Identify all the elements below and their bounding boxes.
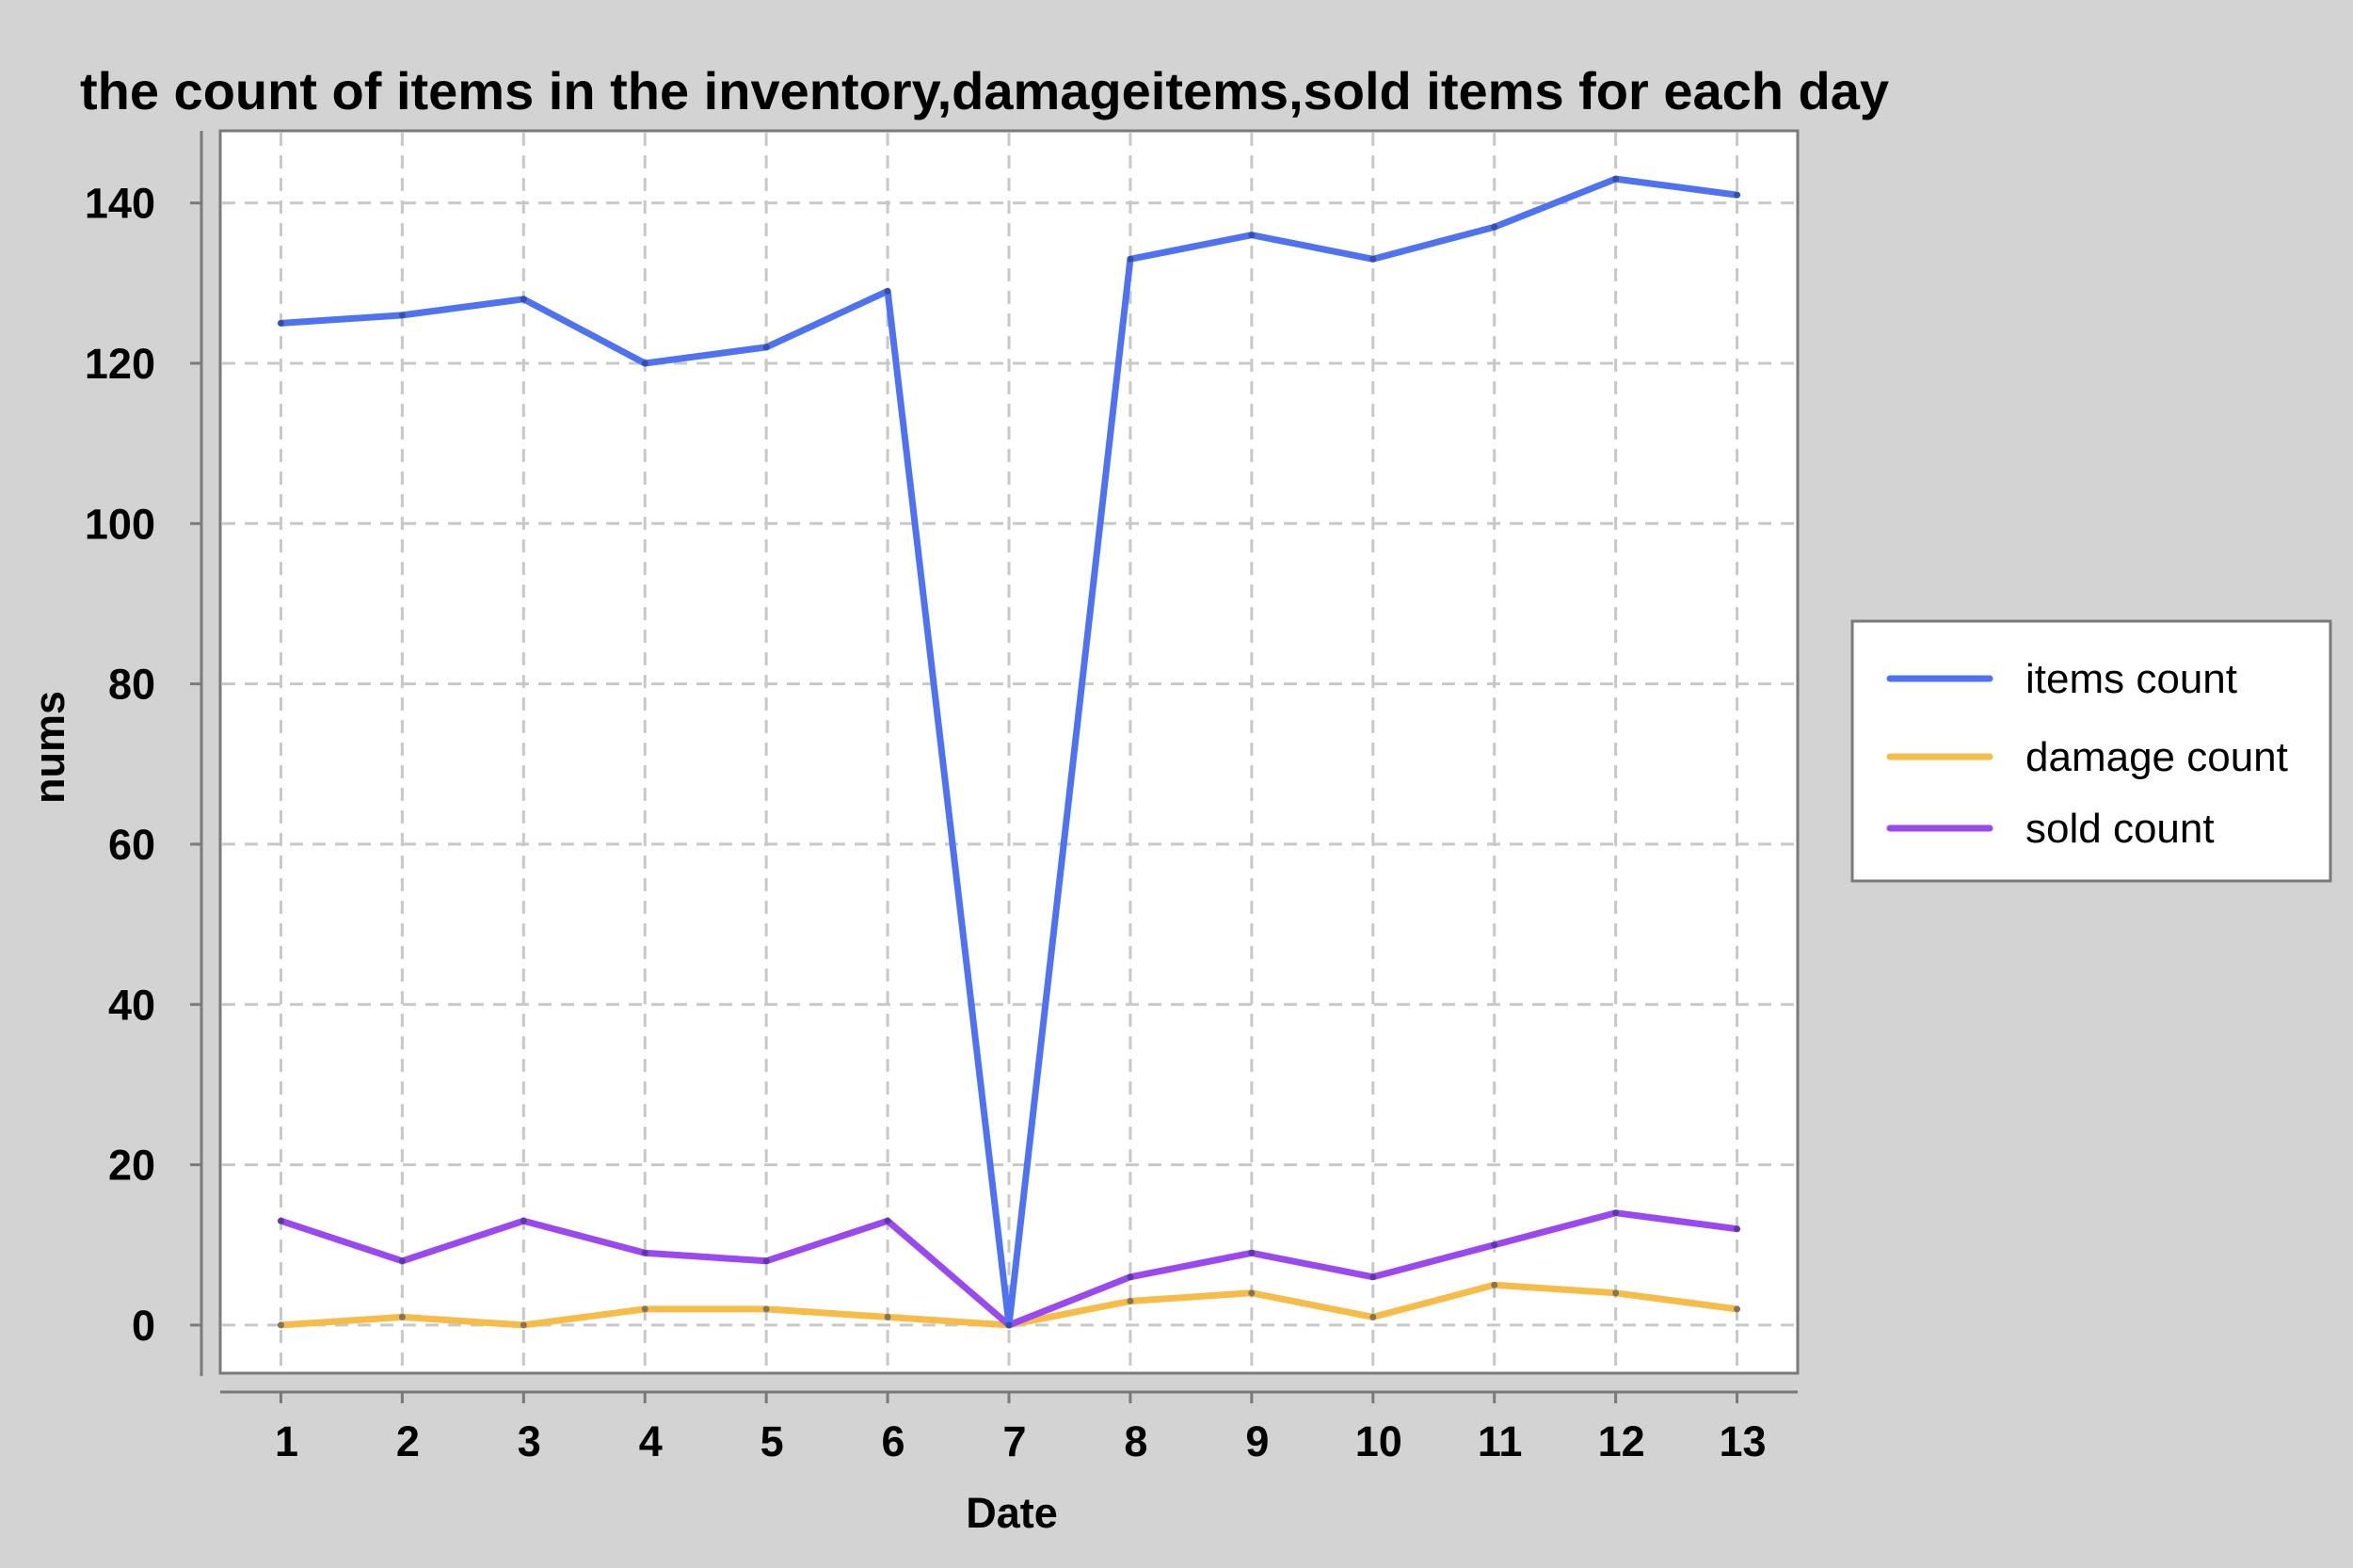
data-point [1734,1305,1741,1313]
legend-box [1850,619,2332,883]
data-point [1491,1241,1498,1249]
data-point [884,287,891,295]
data-point [1248,1249,1256,1256]
x-axis-label: Date [966,1489,1058,1537]
data-point [1734,1225,1741,1233]
y-tick-label: 80 [108,661,155,709]
legend-item-sold-count: sold count [1886,806,2215,852]
x-tick-label: 2 [396,1417,420,1465]
data-point [1612,1209,1620,1217]
x-tick-label: 13 [1720,1417,1767,1465]
x-tick-label: 8 [1124,1417,1147,1465]
x-tick-label: 4 [639,1417,663,1465]
legend-label: items count [2025,656,2237,702]
series-lines [277,175,1741,1329]
data-point [1127,1273,1134,1281]
data-point [1127,1297,1134,1304]
data-point [1127,255,1134,263]
y-tick-label: 60 [108,821,155,869]
legend: items count damage count sold count [1850,619,2332,883]
data-point [398,1257,406,1265]
x-tick-label: 11 [1478,1417,1523,1465]
data-point [1369,1313,1377,1320]
chart-title: the count of items in the inventory,dama… [80,61,1889,120]
data-point [762,1257,770,1265]
data-point [1491,223,1498,231]
x-tick-label: 9 [1245,1417,1269,1465]
data-point [1005,1321,1013,1329]
data-point [1369,1273,1377,1281]
legend-label: sold count [2025,806,2215,852]
y-tick-label: 20 [108,1142,155,1190]
data-point [520,1321,527,1329]
x-tick-label: 1 [275,1417,298,1465]
y-tick-label: 140 [85,180,155,228]
legend-label: damage count [2025,734,2288,780]
series-items-count [277,175,1741,1329]
x-tick-label: 12 [1598,1417,1645,1465]
data-point [398,312,406,319]
data-point [884,1217,891,1224]
x-tick-label: 10 [1355,1417,1402,1465]
data-point [277,1321,284,1329]
data-point [1491,1281,1498,1288]
data-point [1369,255,1377,263]
data-point [520,296,527,303]
y-axis-label: nums [25,691,73,804]
data-point [1248,1289,1256,1297]
data-point [1734,191,1741,199]
data-point [277,1217,284,1224]
data-point [1612,1289,1620,1297]
data-point [641,360,648,367]
y-tick-label: 0 [132,1302,155,1350]
y-tick-label: 120 [85,340,155,388]
data-point [762,1305,770,1313]
data-point [641,1249,648,1256]
y-axis-ticks: 0 20 40 60 80 100 120 140 [85,180,201,1350]
data-point [762,344,770,351]
x-tick-label: 3 [518,1417,541,1465]
x-axis-ticks: 1 2 3 4 5 6 7 8 9 10 11 12 13 [275,1392,1767,1465]
x-tick-label: 5 [760,1417,784,1465]
data-point [884,1313,891,1320]
legend-item-items-count: items count [1886,656,2237,702]
x-tick-label: 7 [1002,1417,1026,1465]
data-point [1612,175,1620,183]
y-tick-label: 100 [85,500,155,548]
data-point [277,319,284,327]
x-tick-label: 6 [882,1417,905,1465]
grid [222,133,1796,1371]
legend-item-damage-count: damage count [1886,734,2288,780]
data-point [398,1313,406,1320]
y-tick-label: 40 [108,981,155,1029]
data-point [1248,232,1256,239]
data-point [641,1305,648,1313]
data-point [520,1217,527,1224]
